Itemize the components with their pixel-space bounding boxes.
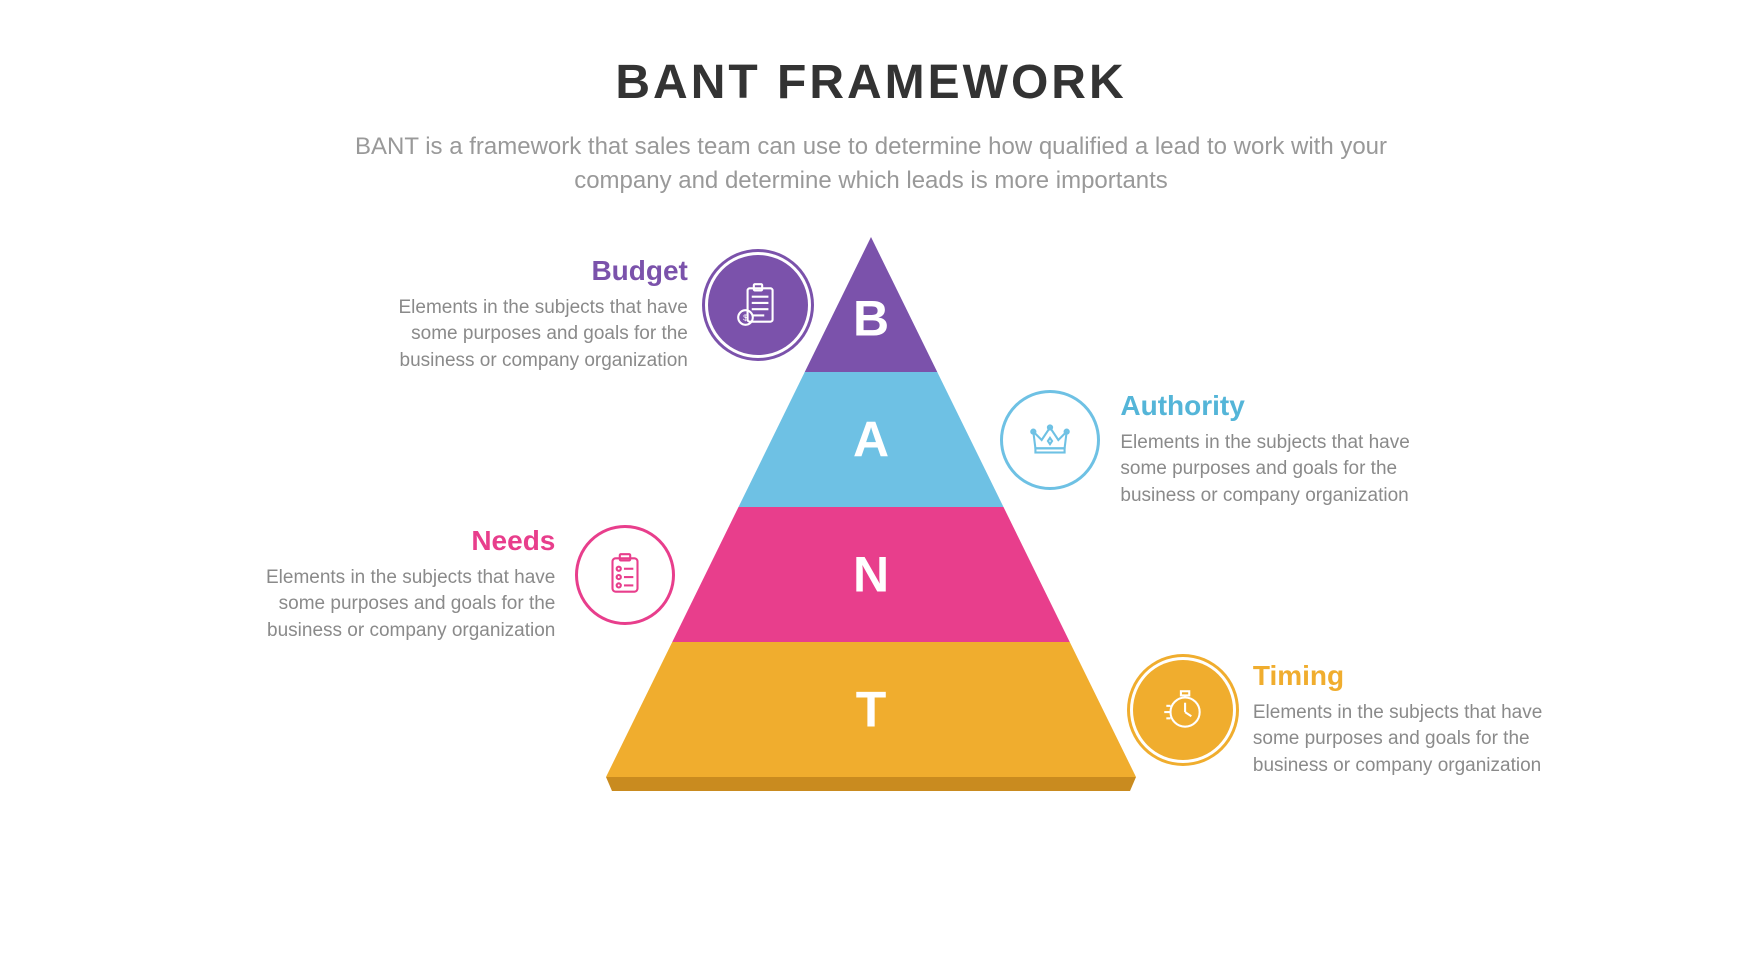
svg-text:T: T [856, 682, 887, 738]
page-subtitle: BANT is a framework that sales team can … [321, 130, 1421, 197]
needs-desc: Elements in the subjects that have some … [235, 565, 555, 645]
svg-text:B: B [853, 291, 889, 347]
needs-title: Needs [235, 525, 555, 557]
authority-title: Authority [1120, 390, 1440, 422]
timing-desc: Elements in the subjects that have some … [1253, 700, 1573, 780]
page-title: BANT FRAMEWORK [0, 0, 1742, 110]
needs-callout: Needs Elements in the subjects that have… [235, 525, 555, 645]
diagram-stage: B A N T $ Budget Elements in the subjects t… [0, 237, 1742, 917]
authority-icon [1000, 390, 1100, 490]
svg-text:A: A [853, 412, 889, 468]
authority-callout: Authority Elements in the subjects that … [1120, 390, 1440, 510]
budget-title: Budget [368, 255, 688, 287]
timing-callout: Timing Elements in the subjects that hav… [1253, 660, 1573, 780]
authority-desc: Elements in the subjects that have some … [1120, 430, 1440, 510]
svg-text:N: N [853, 547, 889, 603]
needs-icon [575, 525, 675, 625]
budget-icon: $ [708, 255, 808, 355]
timing-title: Timing [1253, 660, 1573, 692]
budget-callout: Budget Elements in the subjects that hav… [368, 255, 688, 375]
svg-text:$: $ [743, 312, 748, 322]
timing-icon [1133, 660, 1233, 760]
budget-desc: Elements in the subjects that have some … [368, 295, 688, 375]
